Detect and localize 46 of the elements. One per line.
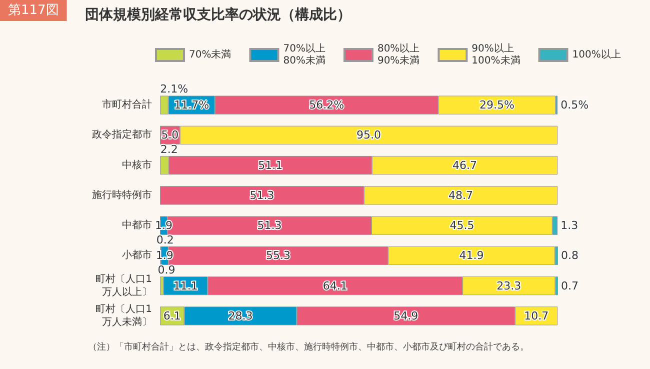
legend-label: 90%以上 100%未満 (472, 42, 520, 66)
data-label: 11.1 (173, 279, 198, 292)
data-label: 10.7 (524, 309, 549, 322)
y-tick-label: 町村〔人口1万人以上〕 (96, 272, 152, 298)
chart-title: 団体規模別経常収支比率の状況（構成比） (85, 6, 351, 23)
y-tick-label: 小都市 (122, 249, 152, 262)
data-label: 0.8 (561, 249, 578, 262)
legend-label: 70%以上 80%未満 (283, 42, 326, 66)
text: 第117図 (8, 3, 59, 18)
data-label: 2.1% (160, 82, 188, 96)
data-label: 0.9 (158, 263, 176, 276)
data-label: 0.2 (156, 233, 174, 246)
data-label: 1.3 (560, 219, 578, 232)
data-label: 95.0 (356, 128, 381, 142)
data-label: 55.3 (266, 249, 291, 262)
text: （注）「市町村合計」とは、政令指定都市、中核市、施行時特例市、中都市、小都市及び町村の合計である。 (88, 342, 529, 352)
y-tick-label: 政令指定都市 (92, 128, 152, 141)
data-label: 1.9 (156, 249, 174, 262)
y-tick-label: 町村〔人口1万人未満〕 (96, 302, 152, 328)
data-label: 23.3 (496, 279, 522, 292)
data-label: 51.3 (257, 219, 282, 232)
data-label: 2.2 (160, 142, 178, 156)
data-label: 56.2% (309, 98, 344, 112)
data-label: 48.7 (448, 188, 474, 202)
data-label: 45.5 (450, 219, 474, 232)
data-label: 1.9 (155, 219, 173, 232)
data-label: 6.1 (163, 309, 181, 322)
data-label: 64.1 (322, 279, 348, 292)
data-label: 46.7 (452, 158, 478, 172)
y-tick-label: 施行時特例市 (92, 188, 152, 201)
y-tick-label: 中都市 (122, 219, 152, 232)
data-label: 11.7% (174, 98, 210, 112)
data-label: 29.5% (479, 98, 514, 112)
data-label: 54.9 (394, 309, 418, 322)
data-label: 51.1 (258, 158, 283, 172)
legend-label: 100%以上 (572, 48, 621, 60)
data-label: 41.9 (459, 249, 484, 262)
legend-label: 80%以上 90%未満 (377, 42, 420, 66)
data-label: 0.5% (560, 98, 589, 112)
legend-label: 70%未満 (189, 48, 232, 60)
data-label: 5.0 (161, 128, 179, 142)
data-label: 28.3 (228, 309, 253, 322)
data-label: 51.3 (250, 188, 274, 202)
y-tick-label: 市町村合計 (102, 98, 152, 111)
data-label: 0.7 (561, 279, 578, 292)
y-tick-label: 中核市 (122, 158, 152, 171)
